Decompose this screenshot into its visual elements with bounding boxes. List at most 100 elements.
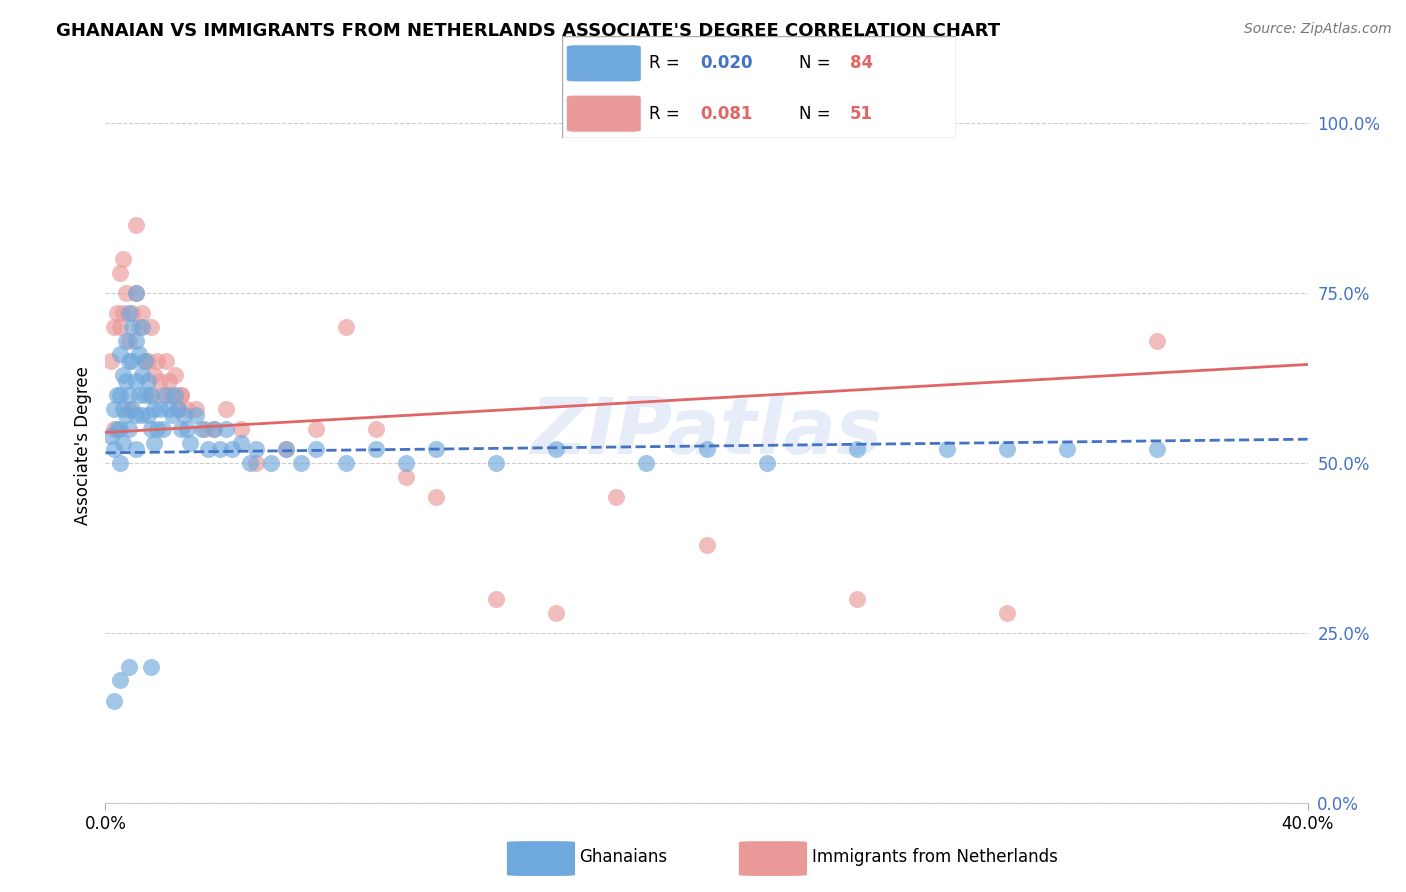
- Point: [142, 401, 165, 416]
- Point: [139, 320, 162, 334]
- Point: [163, 388, 186, 402]
- Point: [166, 401, 188, 416]
- Point: [115, 334, 138, 348]
- Point: [131, 368, 153, 382]
- Point: [485, 591, 508, 606]
- Point: [103, 320, 125, 334]
- Point: [124, 218, 146, 232]
- Point: [142, 435, 165, 450]
- Text: N =: N =: [799, 104, 830, 122]
- Point: [202, 422, 225, 436]
- Point: [128, 388, 150, 402]
- Point: [139, 388, 162, 402]
- Point: [155, 354, 177, 368]
- Point: [131, 409, 153, 423]
- Text: ZIPatlas: ZIPatlas: [530, 393, 883, 470]
- Point: [121, 401, 143, 416]
- Point: [100, 429, 122, 443]
- Point: [139, 660, 162, 674]
- Point: [121, 306, 143, 320]
- Point: [176, 401, 198, 416]
- FancyBboxPatch shape: [506, 840, 576, 877]
- Point: [110, 266, 132, 280]
- Point: [157, 375, 180, 389]
- Point: [202, 422, 225, 436]
- FancyBboxPatch shape: [562, 36, 956, 138]
- Point: [245, 456, 267, 470]
- Point: [239, 456, 262, 470]
- Point: [169, 422, 191, 436]
- Point: [274, 442, 297, 457]
- Point: [184, 401, 207, 416]
- Point: [696, 537, 718, 551]
- Point: [173, 409, 195, 423]
- Text: 51: 51: [849, 104, 873, 122]
- FancyBboxPatch shape: [567, 95, 641, 132]
- Point: [305, 422, 328, 436]
- Point: [134, 354, 156, 368]
- Point: [995, 442, 1018, 457]
- Point: [160, 409, 183, 423]
- Point: [157, 401, 180, 416]
- Point: [139, 388, 162, 402]
- Text: Ghanaians: Ghanaians: [579, 848, 668, 866]
- Point: [139, 422, 162, 436]
- Point: [636, 456, 658, 470]
- Point: [485, 456, 508, 470]
- Point: [221, 442, 243, 457]
- Point: [169, 388, 191, 402]
- Point: [131, 306, 153, 320]
- Point: [1146, 334, 1168, 348]
- Text: Immigrants from Netherlands: Immigrants from Netherlands: [811, 848, 1057, 866]
- Point: [335, 456, 357, 470]
- Point: [696, 442, 718, 457]
- Point: [118, 306, 141, 320]
- Point: [110, 388, 132, 402]
- Point: [163, 368, 186, 382]
- Point: [112, 401, 135, 416]
- Point: [546, 606, 568, 620]
- Point: [134, 388, 156, 402]
- Point: [425, 442, 447, 457]
- Point: [166, 401, 188, 416]
- Point: [364, 442, 387, 457]
- FancyBboxPatch shape: [738, 840, 807, 877]
- Point: [118, 422, 141, 436]
- Point: [229, 435, 252, 450]
- Point: [1146, 442, 1168, 457]
- Point: [145, 354, 167, 368]
- Point: [128, 347, 150, 361]
- Point: [169, 388, 191, 402]
- Y-axis label: Associate's Degree: Associate's Degree: [73, 367, 91, 525]
- Text: 0.020: 0.020: [700, 54, 752, 72]
- Point: [936, 442, 959, 457]
- Point: [118, 388, 141, 402]
- Point: [755, 456, 778, 470]
- Point: [107, 306, 129, 320]
- Point: [335, 320, 357, 334]
- Point: [152, 422, 174, 436]
- Text: R =: R =: [650, 54, 679, 72]
- Point: [103, 694, 125, 708]
- Text: 84: 84: [849, 54, 873, 72]
- Point: [124, 409, 146, 423]
- Point: [124, 334, 146, 348]
- Point: [107, 388, 129, 402]
- Point: [121, 354, 143, 368]
- FancyBboxPatch shape: [567, 45, 641, 82]
- Point: [107, 422, 129, 436]
- Text: Source: ZipAtlas.com: Source: ZipAtlas.com: [1244, 22, 1392, 37]
- Point: [103, 442, 125, 457]
- Text: 0.081: 0.081: [700, 104, 752, 122]
- Point: [121, 320, 143, 334]
- Point: [148, 401, 170, 416]
- Point: [103, 401, 125, 416]
- Point: [194, 422, 217, 436]
- Point: [118, 354, 141, 368]
- Point: [112, 252, 135, 266]
- Point: [245, 442, 267, 457]
- Point: [184, 409, 207, 423]
- Point: [155, 388, 177, 402]
- Point: [208, 442, 231, 457]
- Point: [214, 401, 236, 416]
